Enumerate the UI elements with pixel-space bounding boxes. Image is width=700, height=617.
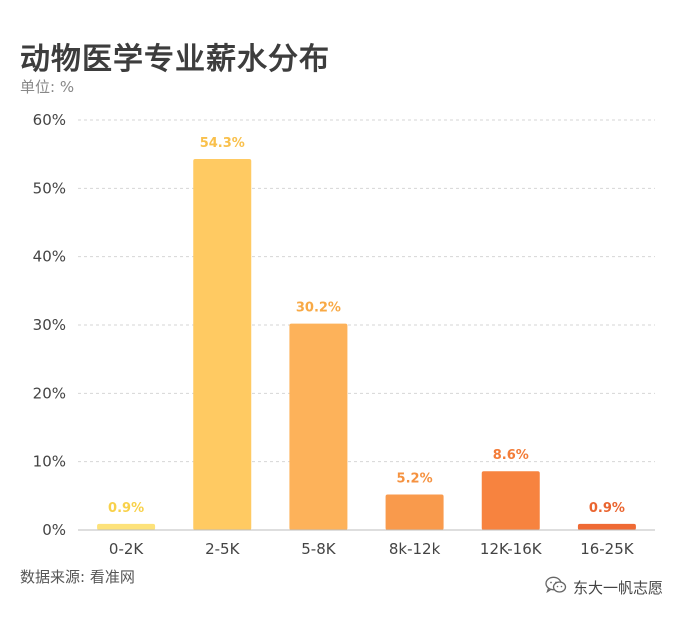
x-tick-label: 16-25K — [580, 540, 635, 558]
bar — [385, 494, 444, 530]
y-tick-label: 60% — [33, 111, 66, 129]
source-note: 数据来源: 看准网 — [20, 568, 135, 586]
data-label: 5.2% — [397, 471, 433, 486]
y-tick-label: 50% — [33, 179, 66, 197]
wechat-icon — [545, 576, 567, 598]
brand-watermark: 东大一帆志愿 — [545, 576, 663, 598]
x-tick-label: 0-2K — [109, 540, 144, 558]
x-tick-label: 5-8K — [301, 540, 336, 558]
data-label: 54.3% — [200, 136, 245, 151]
unit-label: 单位: % — [20, 78, 75, 96]
y-tick-label: 30% — [33, 316, 66, 334]
data-label: 0.9% — [108, 501, 144, 516]
bar — [193, 158, 252, 530]
bar — [577, 523, 636, 530]
bar — [289, 323, 348, 530]
data-labels: 0.9% 54.3% 30.2% 5.2% 8.6% 0.9% — [108, 136, 625, 516]
y-tick-label: 40% — [33, 248, 66, 266]
y-tick-label: 20% — [33, 384, 66, 402]
data-label: 0.9% — [589, 501, 625, 516]
brand-name: 东大一帆志愿 — [573, 578, 664, 597]
y-tick-label: 0% — [42, 521, 66, 539]
gridlines — [78, 119, 655, 463]
data-label: 8.6% — [493, 448, 529, 463]
bars — [97, 158, 636, 530]
bar — [481, 471, 540, 530]
chart-title: 动物医学专业薪水分布 — [20, 42, 330, 77]
x-axis: 0-2K 2-5K 5-8K 8k-12k 12K-16K 16-25K — [78, 529, 655, 558]
y-axis: 0% 10% 20% 30% 40% 50% 60% — [33, 111, 66, 539]
data-label: 30.2% — [296, 301, 341, 316]
x-tick-label: 2-5K — [205, 540, 240, 558]
x-tick-label: 8k-12k — [389, 540, 441, 558]
bar — [97, 523, 156, 530]
y-tick-label: 10% — [33, 453, 66, 471]
x-tick-label: 12K-16K — [480, 540, 543, 558]
